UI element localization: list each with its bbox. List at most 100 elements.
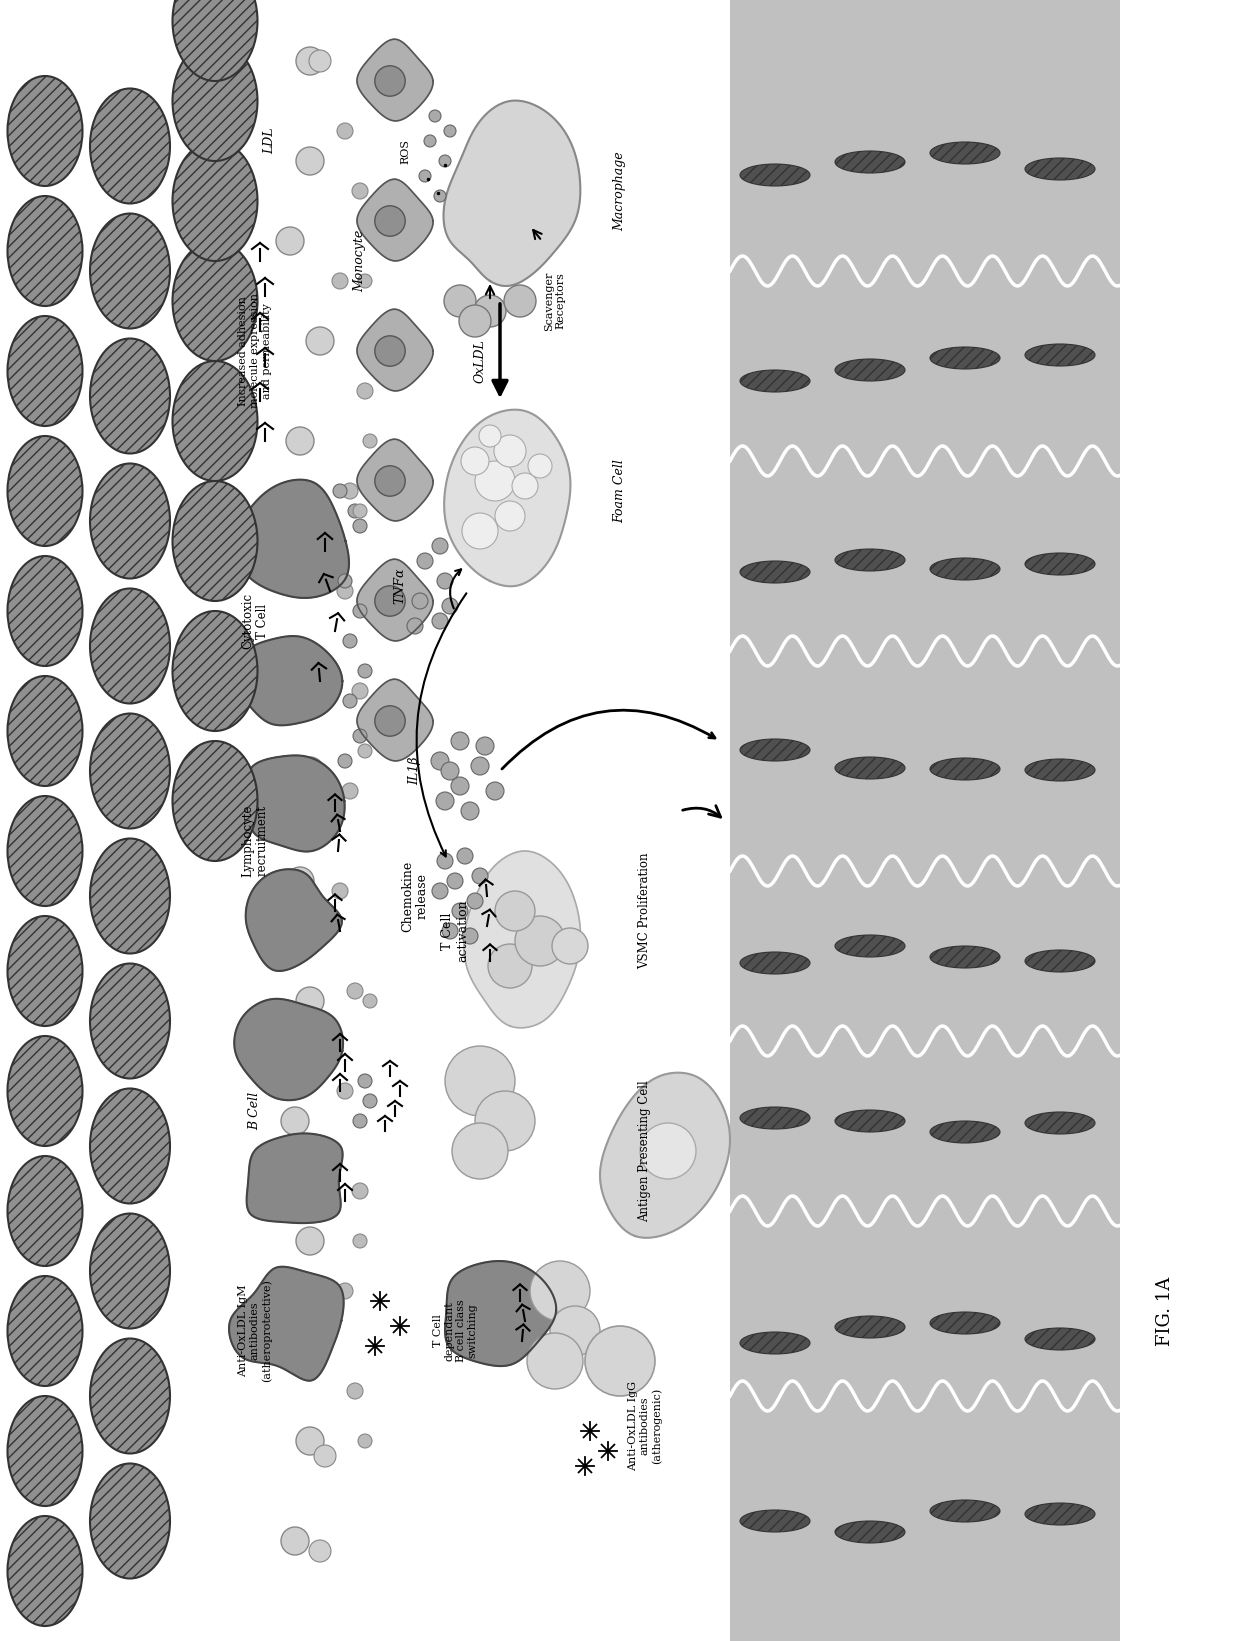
Ellipse shape bbox=[7, 1035, 83, 1145]
Polygon shape bbox=[246, 870, 342, 971]
Circle shape bbox=[436, 573, 453, 589]
Ellipse shape bbox=[930, 945, 999, 968]
Circle shape bbox=[337, 123, 353, 139]
Circle shape bbox=[445, 1045, 515, 1116]
Circle shape bbox=[352, 1183, 368, 1200]
Circle shape bbox=[471, 757, 489, 775]
Polygon shape bbox=[234, 479, 348, 597]
Polygon shape bbox=[234, 999, 343, 1099]
Ellipse shape bbox=[835, 1521, 905, 1543]
Ellipse shape bbox=[172, 41, 258, 161]
Circle shape bbox=[277, 226, 304, 254]
Circle shape bbox=[353, 504, 367, 519]
Text: Macrophage: Macrophage bbox=[614, 151, 626, 231]
Circle shape bbox=[486, 783, 503, 801]
Circle shape bbox=[474, 295, 506, 327]
Circle shape bbox=[281, 1528, 309, 1556]
Ellipse shape bbox=[91, 213, 170, 328]
Text: Anti-OxLDL IgM
antibodies
(atheroprotective): Anti-OxLDL IgM antibodies (atheroprotect… bbox=[238, 1280, 272, 1382]
Ellipse shape bbox=[91, 714, 170, 829]
Circle shape bbox=[363, 994, 377, 1008]
Circle shape bbox=[436, 853, 453, 870]
Circle shape bbox=[296, 148, 324, 176]
Circle shape bbox=[494, 435, 526, 468]
Circle shape bbox=[358, 1434, 372, 1447]
Ellipse shape bbox=[740, 1108, 810, 1129]
Polygon shape bbox=[236, 637, 342, 725]
Circle shape bbox=[332, 883, 348, 899]
Circle shape bbox=[343, 633, 357, 648]
Ellipse shape bbox=[7, 317, 83, 427]
Circle shape bbox=[434, 190, 446, 202]
Circle shape bbox=[358, 1073, 372, 1088]
Text: Antigen Presenting Cell: Antigen Presenting Cell bbox=[639, 1080, 651, 1223]
Bar bbox=[730, 0, 1120, 1641]
Circle shape bbox=[358, 743, 372, 758]
Text: TNFα: TNFα bbox=[393, 568, 407, 604]
Text: B Cell: B Cell bbox=[248, 1091, 262, 1131]
Circle shape bbox=[489, 944, 532, 988]
Circle shape bbox=[339, 574, 352, 587]
Circle shape bbox=[467, 893, 484, 909]
Circle shape bbox=[446, 873, 463, 889]
Circle shape bbox=[461, 802, 479, 820]
Circle shape bbox=[357, 382, 373, 399]
Circle shape bbox=[309, 49, 331, 72]
Ellipse shape bbox=[740, 738, 810, 761]
Text: LDL: LDL bbox=[263, 128, 277, 154]
Circle shape bbox=[347, 1383, 363, 1400]
Circle shape bbox=[296, 48, 324, 75]
Circle shape bbox=[432, 883, 448, 899]
Ellipse shape bbox=[835, 757, 905, 779]
Polygon shape bbox=[247, 1134, 342, 1223]
Ellipse shape bbox=[91, 839, 170, 953]
Circle shape bbox=[476, 737, 494, 755]
Circle shape bbox=[374, 66, 405, 97]
Circle shape bbox=[439, 154, 451, 167]
Circle shape bbox=[353, 1114, 367, 1127]
Text: Increased adhesion
molecule expression
and permeability: Increased adhesion molecule expression a… bbox=[238, 294, 272, 409]
Ellipse shape bbox=[835, 1109, 905, 1132]
Circle shape bbox=[432, 538, 448, 555]
Ellipse shape bbox=[835, 550, 905, 571]
Circle shape bbox=[358, 274, 372, 289]
Text: VSMC Proliferation: VSMC Proliferation bbox=[639, 853, 651, 970]
Circle shape bbox=[281, 656, 309, 684]
Ellipse shape bbox=[91, 89, 170, 203]
Ellipse shape bbox=[7, 75, 83, 185]
Circle shape bbox=[640, 1122, 696, 1178]
Circle shape bbox=[301, 527, 329, 555]
Polygon shape bbox=[357, 179, 433, 261]
Ellipse shape bbox=[1025, 760, 1095, 781]
Ellipse shape bbox=[930, 346, 999, 369]
Ellipse shape bbox=[91, 963, 170, 1078]
Circle shape bbox=[296, 757, 324, 784]
Circle shape bbox=[353, 519, 367, 533]
Circle shape bbox=[441, 597, 458, 614]
Text: Lymphocyte
recruitment: Lymphocyte recruitment bbox=[241, 804, 269, 878]
Ellipse shape bbox=[835, 935, 905, 957]
Circle shape bbox=[463, 929, 477, 944]
Circle shape bbox=[424, 135, 436, 148]
Circle shape bbox=[363, 433, 377, 448]
Circle shape bbox=[585, 1326, 655, 1396]
Polygon shape bbox=[600, 1073, 730, 1237]
Circle shape bbox=[374, 336, 405, 366]
Ellipse shape bbox=[91, 1464, 170, 1579]
Ellipse shape bbox=[835, 151, 905, 172]
Circle shape bbox=[353, 1234, 367, 1249]
Text: T Cell
activation: T Cell activation bbox=[441, 899, 469, 962]
Circle shape bbox=[337, 1283, 353, 1300]
Ellipse shape bbox=[7, 1277, 83, 1387]
Ellipse shape bbox=[740, 369, 810, 392]
Circle shape bbox=[436, 793, 454, 811]
Circle shape bbox=[337, 583, 353, 599]
Ellipse shape bbox=[1025, 1113, 1095, 1134]
Circle shape bbox=[444, 286, 476, 317]
Circle shape bbox=[342, 783, 358, 799]
Ellipse shape bbox=[1025, 158, 1095, 181]
Circle shape bbox=[296, 986, 324, 1016]
Circle shape bbox=[495, 501, 525, 532]
Ellipse shape bbox=[740, 561, 810, 583]
Circle shape bbox=[353, 604, 367, 619]
